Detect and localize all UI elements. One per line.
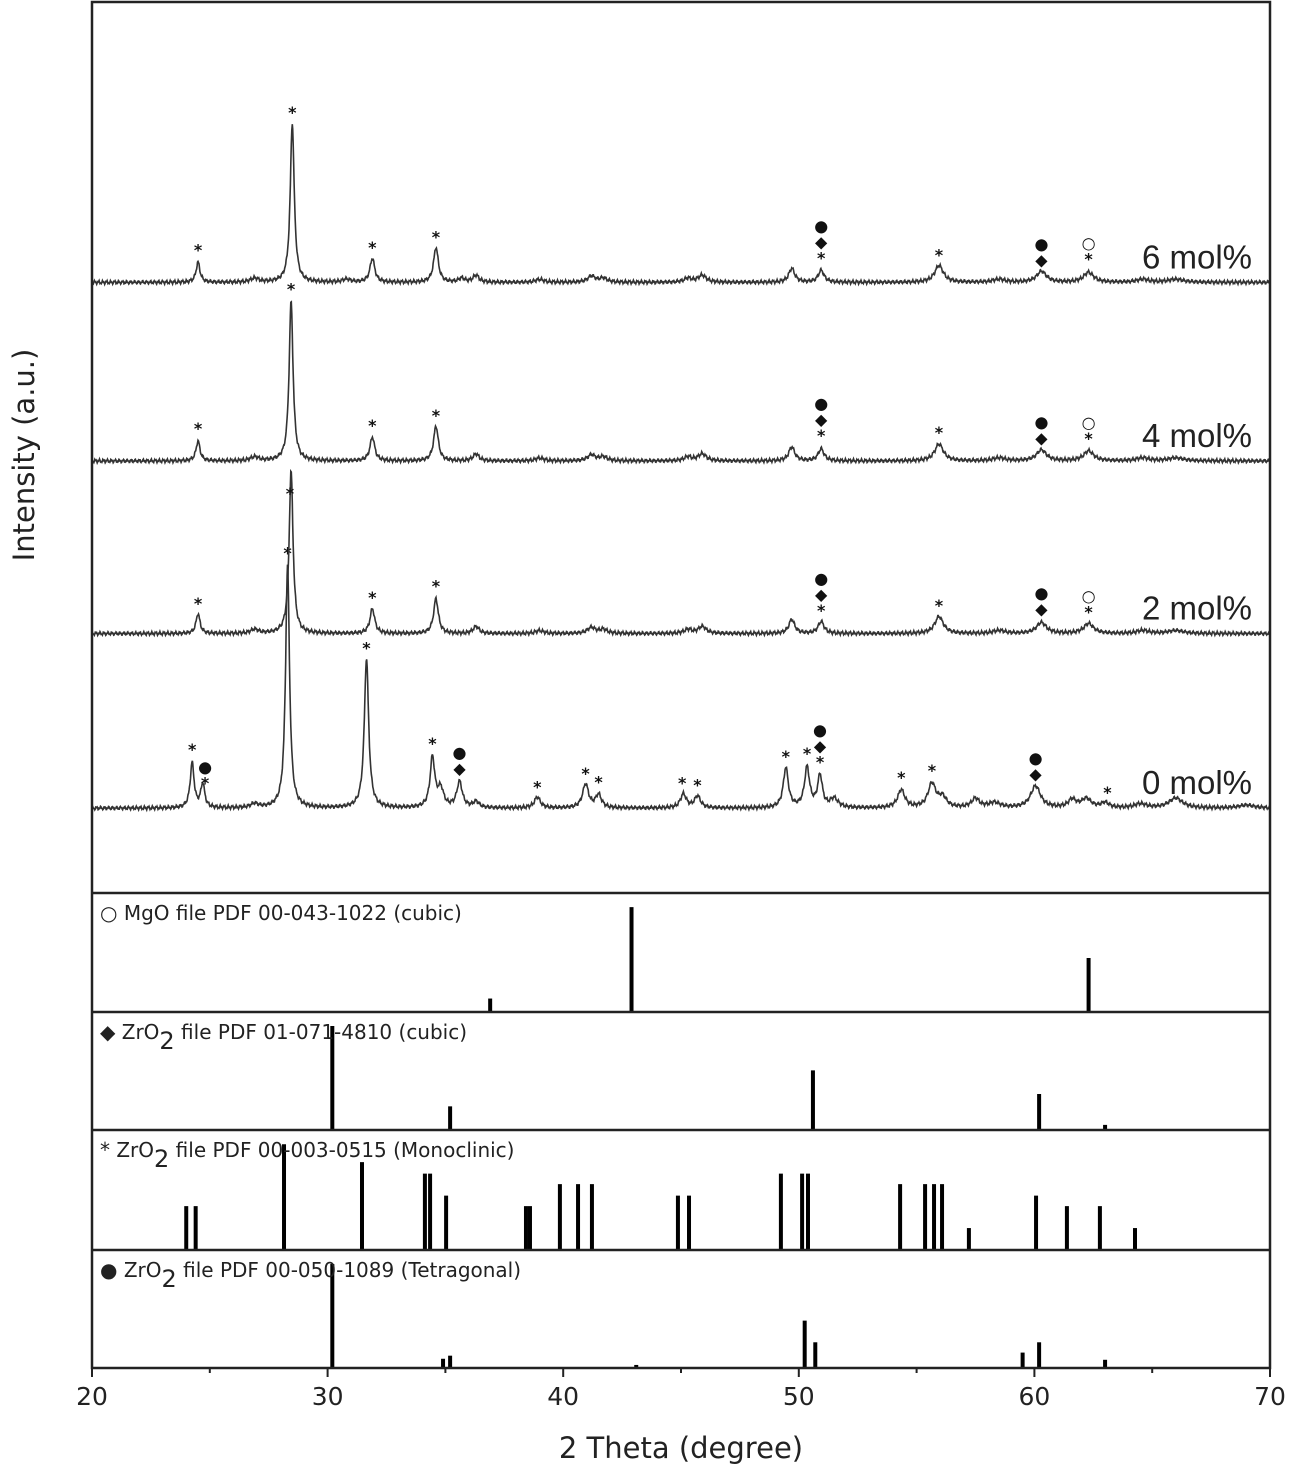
series-label: 4 mol%	[1142, 417, 1252, 454]
peak-marker: *	[194, 419, 203, 438]
peak-marker: ●	[814, 216, 828, 235]
peak-marker: *	[1103, 783, 1112, 802]
reference-panels: ○ MgO file PDF 00-043-1022 (cubic)◆ ZrO2…	[100, 901, 1138, 1367]
peak-marker: *	[817, 248, 826, 267]
peak-marker: *	[188, 740, 197, 759]
peak-marker: *	[368, 588, 377, 607]
legend-formula: ZrO	[116, 1138, 154, 1162]
pattern-line-4mol	[91, 300, 1271, 466]
xrd-patterns: *●**** ●◆** * * ** *●◆** *●◆* 0 mol%**** ●◆* *●◆○…	[91, 103, 1271, 813]
plot-frame	[90, 0, 1272, 1370]
x-tick-label: 70	[1254, 1382, 1286, 1411]
peak-marker: ◆	[815, 410, 828, 429]
peak-marker: ●	[813, 721, 827, 740]
peak-marker: *	[581, 764, 590, 783]
peak-marker: *	[1084, 249, 1093, 268]
reference-legend: ● ZrO2 file PDF 00-050-1089 (Tetragonal)	[100, 1258, 521, 1293]
y-axis-title: Intensity (a.u.)	[7, 349, 41, 562]
peak-marker: *	[428, 734, 437, 753]
peak-marker: ◆	[815, 232, 828, 251]
x-tick-label: 50	[783, 1382, 815, 1411]
peak-marker: *	[678, 774, 687, 793]
peak-marker: *	[935, 245, 944, 264]
x-tick-label: 60	[1018, 1382, 1050, 1411]
x-tick-label: 20	[76, 1382, 108, 1411]
pattern-line-6mol	[91, 124, 1270, 287]
peak-marker: *	[816, 753, 825, 772]
legend-symbol: ○	[100, 901, 124, 925]
peak-marker: *	[928, 761, 937, 780]
peak-marker: *	[368, 416, 377, 435]
peak-marker: ◆	[814, 737, 827, 756]
peak-marker: *	[935, 423, 944, 442]
peak-marker: ◆	[1035, 600, 1048, 619]
peak-marker: ○	[1082, 586, 1096, 605]
series-label: 0 mol%	[1142, 764, 1252, 801]
peak-marker: *	[782, 747, 791, 766]
reference-legend: ○ MgO file PDF 00-043-1022 (cubic)	[100, 901, 462, 925]
legend-symbol: *	[100, 1138, 116, 1162]
peak-marker: *	[1084, 602, 1093, 621]
x-tick-label: 30	[312, 1382, 344, 1411]
peak-marker: ○	[1082, 413, 1096, 432]
legend-formula: MgO	[124, 901, 170, 925]
legend-text: file PDF 00-050-1089 (Tetragonal)	[177, 1258, 521, 1282]
peak-marker: *	[594, 773, 603, 792]
peak-marker: ◆	[1035, 250, 1048, 269]
legend-formula: ZrO	[122, 1020, 160, 1044]
peak-marker: ●	[1034, 413, 1048, 432]
peak-marker: *	[432, 406, 441, 425]
peak-marker: ●	[814, 569, 828, 588]
peak-marker: ○	[1082, 233, 1096, 252]
peak-marker: *	[693, 775, 702, 794]
peak-marker: ●	[1029, 749, 1043, 768]
peak-marker: *	[1084, 429, 1093, 448]
peak-marker: ◆	[815, 585, 828, 604]
peak-marker: *	[362, 638, 371, 657]
peak-marker: *	[194, 594, 203, 613]
reference-legend: * ZrO2 file PDF 00-003-0515 (Monoclinic)	[100, 1138, 514, 1173]
peak-marker: *	[803, 744, 812, 763]
peak-marker: *	[935, 596, 944, 615]
peak-marker: ●	[814, 394, 828, 413]
legend-text: file PDF 01-071-4810 (cubic)	[175, 1020, 467, 1044]
legend-symbol: ●	[100, 1258, 124, 1282]
peak-marker: *	[287, 280, 296, 299]
peak-marker: *	[201, 773, 210, 792]
legend-text: file PDF 00-043-1022 (cubic)	[170, 901, 462, 925]
peak-marker: ◆	[1035, 429, 1048, 448]
peak-marker: ◆	[453, 759, 466, 778]
peak-marker: *	[368, 238, 377, 257]
legend-symbol: ◆	[100, 1020, 122, 1044]
peak-marker: *	[432, 576, 441, 595]
x-axis-title: 2 Theta (degree)	[559, 1431, 803, 1465]
series-label: 2 mol%	[1142, 590, 1252, 627]
legend-subscript: 2	[161, 1265, 176, 1293]
legend-subscript: 2	[154, 1145, 169, 1173]
peak-marker: *	[288, 103, 297, 122]
peak-marker: *	[817, 601, 826, 620]
reference-legend: ◆ ZrO2 file PDF 01-071-4810 (cubic)	[100, 1020, 467, 1055]
legend-text: file PDF 00-003-0515 (Monoclinic)	[169, 1138, 514, 1162]
pattern-line-0mol	[91, 564, 1271, 813]
peak-marker: ◆	[1029, 765, 1042, 784]
peak-marker: ●	[1034, 234, 1048, 253]
peak-marker: *	[897, 768, 906, 787]
peak-marker: *	[194, 240, 203, 259]
peak-marker: *	[286, 484, 295, 503]
legend-subscript: 2	[159, 1027, 174, 1055]
series-label: 6 mol%	[1142, 238, 1252, 275]
peak-marker: ●	[198, 757, 212, 776]
x-tick-label: 40	[547, 1382, 579, 1411]
pattern-line-2mol	[91, 468, 1271, 638]
peak-marker: *	[432, 228, 441, 247]
legend-formula: ZrO	[124, 1258, 162, 1282]
axes: 20 30 40 50 60 70	[76, 0, 1286, 1411]
peak-marker: *	[817, 426, 826, 445]
peak-marker: ●	[453, 743, 467, 762]
peak-marker: *	[533, 778, 542, 797]
peak-marker: *	[283, 544, 292, 563]
peak-marker: ●	[1034, 584, 1048, 603]
